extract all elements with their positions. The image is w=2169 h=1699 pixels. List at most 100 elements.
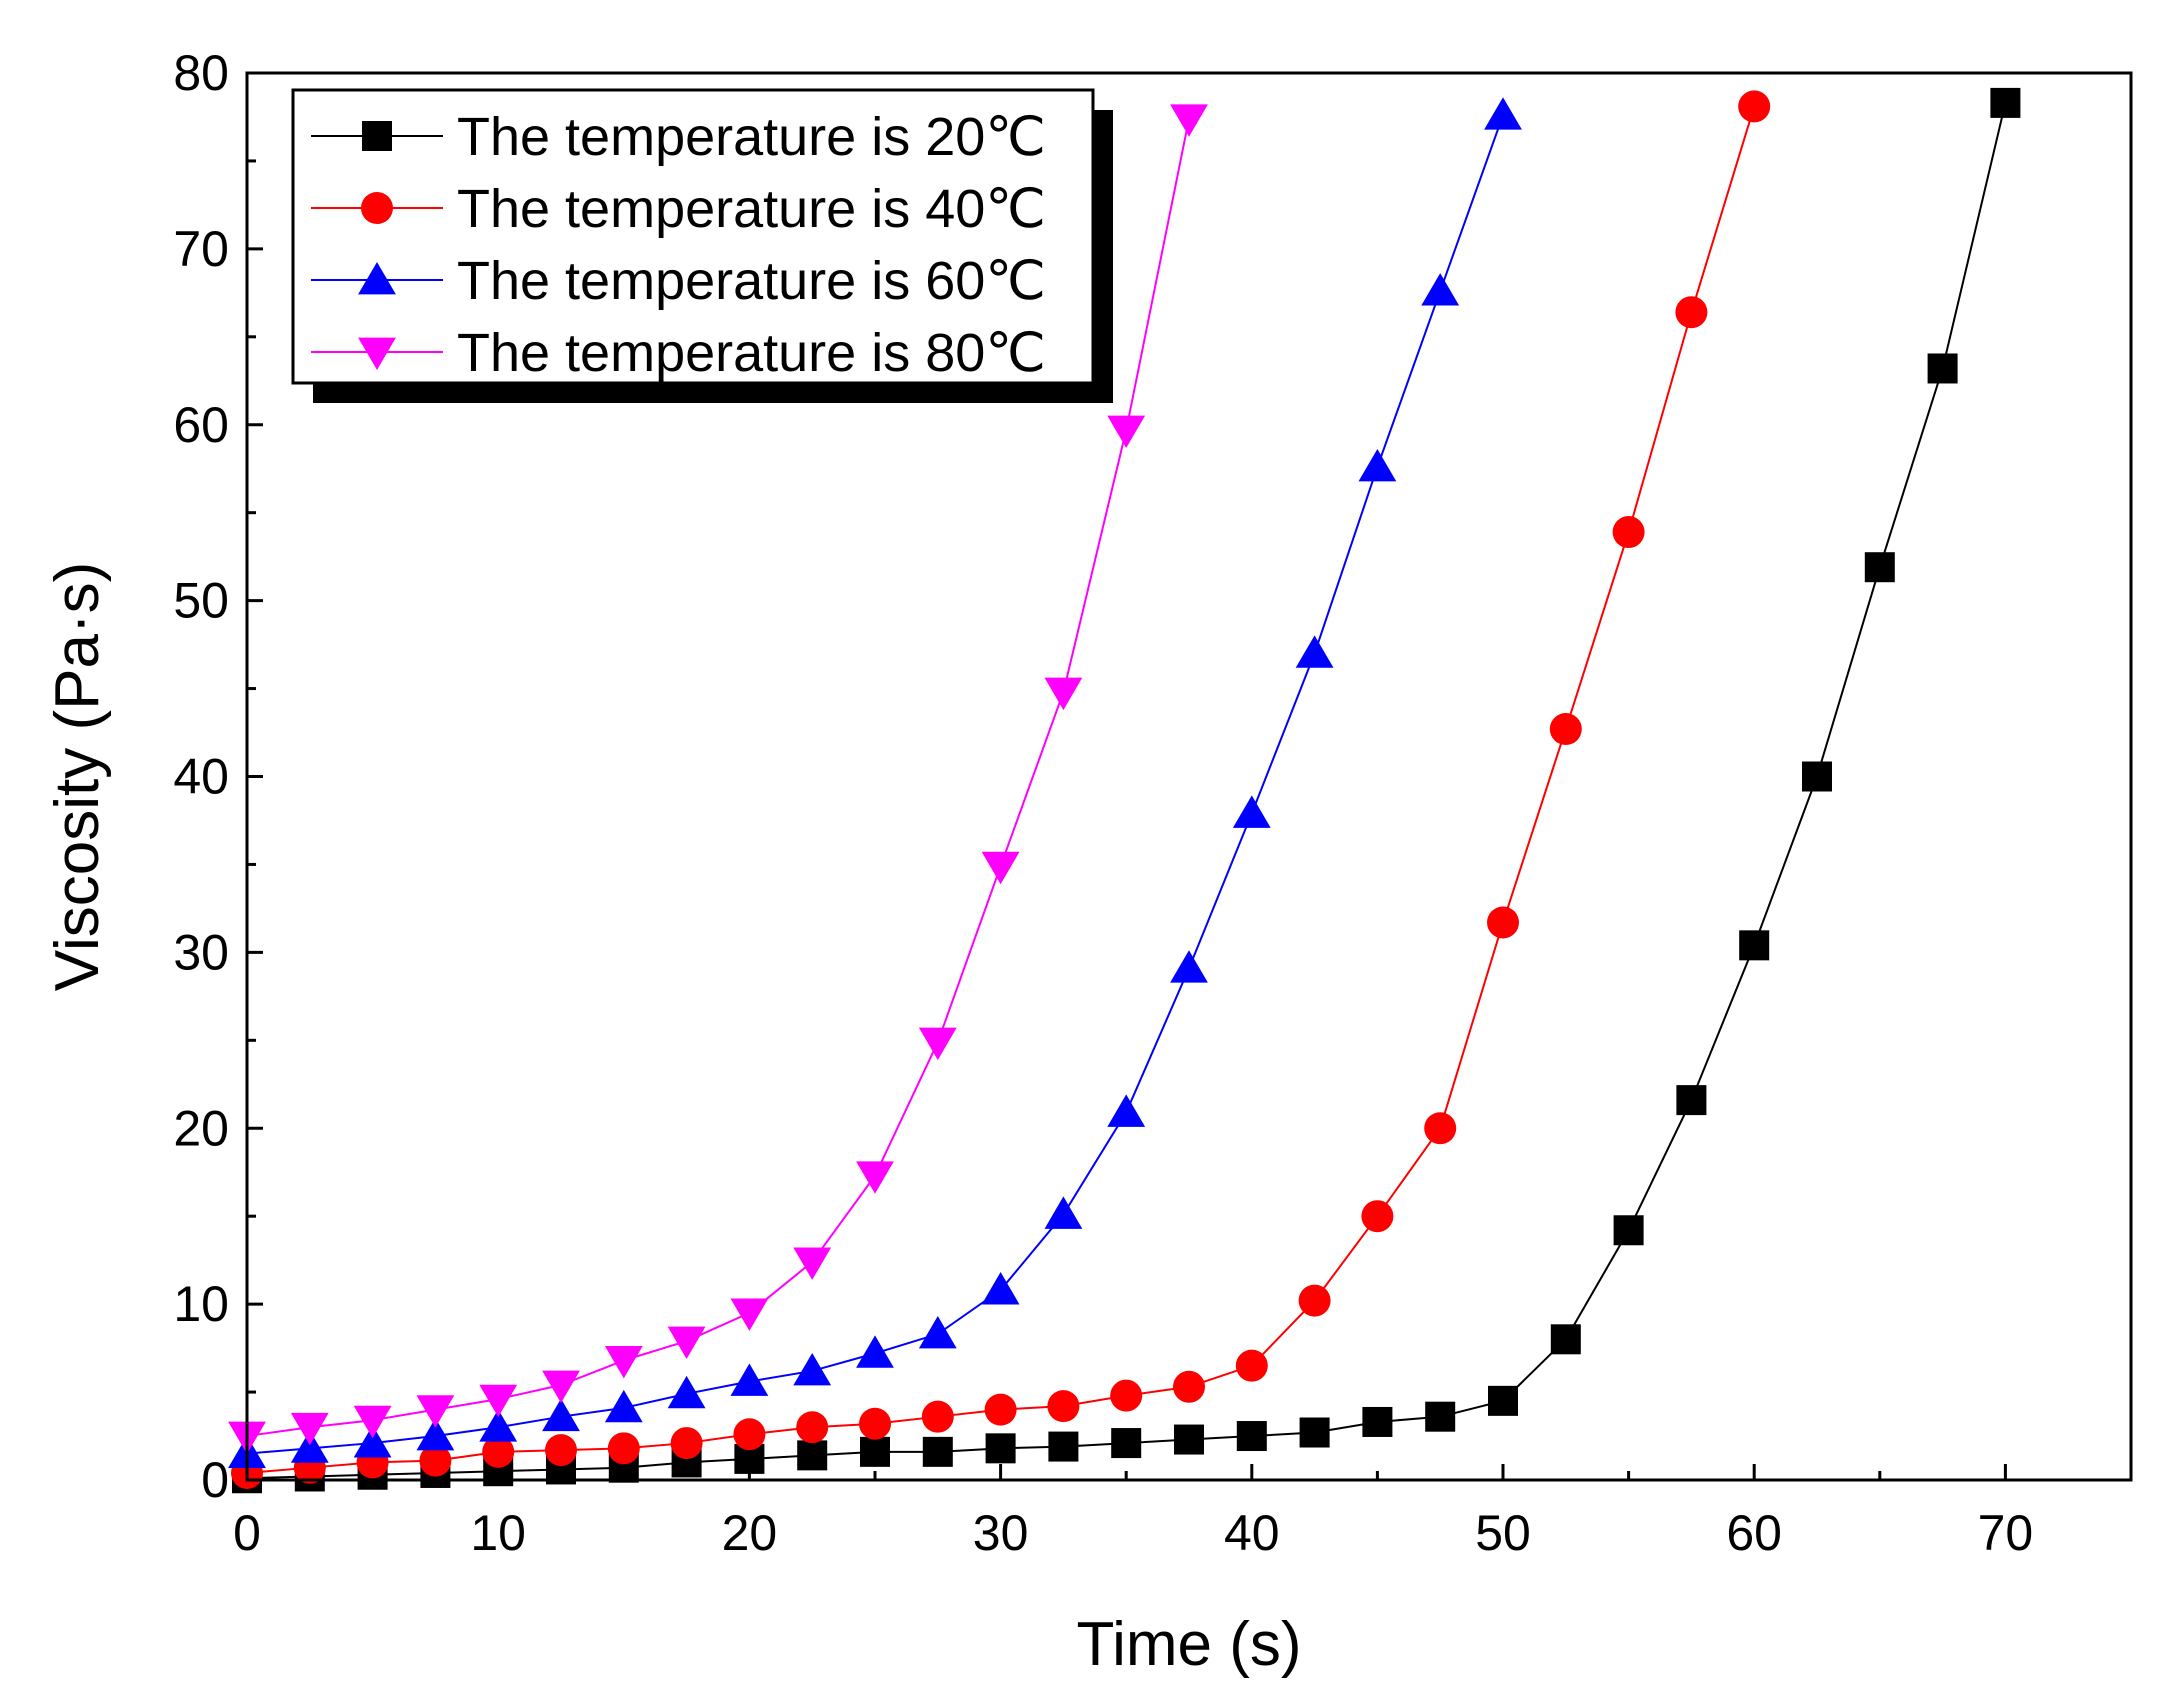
x-axis-title: Time (s) — [1077, 1610, 1302, 1679]
data-point — [1612, 516, 1645, 549]
series-3 — [228, 104, 1208, 1455]
data-point — [1549, 713, 1582, 746]
data-point — [1421, 273, 1460, 306]
legend-entry: The temperature is 60℃ — [311, 251, 1046, 311]
data-point — [542, 1370, 580, 1404]
data-point — [1864, 552, 1895, 583]
data-point — [416, 1395, 455, 1428]
data-point — [1170, 950, 1208, 983]
data-point — [1111, 1428, 1142, 1459]
data-point — [1927, 353, 1958, 384]
data-point — [918, 1316, 957, 1349]
data-point — [670, 1427, 703, 1460]
data-point — [918, 1027, 957, 1061]
legend-label: The temperature is 40℃ — [457, 179, 1046, 239]
legend-marker — [361, 192, 393, 224]
data-point — [1107, 1094, 1146, 1127]
data-point — [859, 1407, 891, 1440]
x-tick-label: 10 — [470, 1505, 526, 1561]
y-tick-label: 0 — [201, 1452, 229, 1508]
x-tick-labels: 0 10 20 30 40 50 60 70 — [233, 1505, 2033, 1561]
data-point — [730, 1363, 769, 1396]
data-point — [856, 1161, 894, 1194]
data-point — [1361, 1200, 1394, 1233]
data-point — [985, 1433, 1016, 1464]
data-point — [797, 1440, 828, 1471]
x-tick-label: 30 — [973, 1505, 1029, 1561]
x-tick-label: 70 — [1978, 1505, 2034, 1561]
x-tick-label: 40 — [1224, 1505, 1280, 1561]
data-point — [1550, 1324, 1581, 1355]
data-point — [981, 1272, 1020, 1305]
x-tick-label: 0 — [233, 1505, 261, 1561]
data-point — [1488, 1385, 1518, 1416]
data-point — [1802, 761, 1832, 792]
data-point — [1613, 1215, 1644, 1246]
data-point — [607, 1432, 640, 1465]
data-point — [1358, 448, 1397, 482]
data-point — [1299, 1417, 1330, 1448]
plot-series — [228, 87, 2021, 1494]
data-point — [1990, 87, 2021, 118]
data-point — [1362, 1406, 1393, 1437]
y-tick-label: 30 — [173, 924, 229, 980]
data-point — [733, 1418, 766, 1451]
legend-entry: The temperature is 80℃ — [311, 323, 1046, 383]
data-point — [1295, 635, 1334, 668]
data-point — [604, 1346, 643, 1379]
data-point — [416, 1418, 455, 1451]
y-tick-label: 10 — [173, 1276, 229, 1332]
y-tick-label: 40 — [173, 749, 229, 805]
data-point — [981, 851, 1020, 885]
data-point — [604, 1389, 643, 1423]
data-point — [1174, 1424, 1204, 1455]
data-point — [667, 1375, 706, 1409]
x-tick-label: 20 — [722, 1505, 778, 1561]
series-1 — [231, 90, 1771, 1489]
legend-marker — [358, 337, 396, 370]
legend-marker — [362, 121, 392, 151]
data-point — [353, 1405, 392, 1439]
data-point — [482, 1435, 515, 1468]
data-point — [545, 1434, 577, 1467]
data-point — [1739, 930, 1770, 961]
series-line — [246, 118, 1190, 1438]
data-point — [922, 1436, 953, 1467]
chart-legend: The temperature is 20℃ The temperature is… — [291, 88, 1113, 403]
y-tick-label: 80 — [173, 45, 229, 101]
data-point — [860, 1436, 890, 1467]
data-point — [290, 1412, 329, 1446]
y-tick-label: 60 — [173, 397, 229, 453]
y-tick-label: 70 — [173, 221, 229, 277]
data-point — [419, 1444, 452, 1477]
data-point — [793, 1352, 832, 1386]
data-point — [856, 1335, 894, 1368]
data-point — [1044, 677, 1083, 711]
data-point — [1487, 906, 1519, 939]
legend-marker — [358, 262, 396, 295]
data-point — [1110, 1379, 1143, 1412]
data-point — [1738, 90, 1771, 123]
x-tick-label: 50 — [1475, 1505, 1531, 1561]
data-point — [479, 1384, 518, 1418]
data-point — [796, 1411, 829, 1444]
series-2 — [228, 97, 1522, 1469]
legend-entry: The temperature is 40℃ — [311, 179, 1046, 239]
legend-label: The temperature is 60℃ — [457, 251, 1046, 311]
data-point — [793, 1247, 832, 1280]
x-tick-label: 60 — [1726, 1505, 1782, 1561]
data-point — [1232, 795, 1271, 828]
data-point — [353, 1425, 392, 1458]
data-point — [984, 1393, 1017, 1426]
y-axis-title: Viscosity (Pa·s) — [43, 562, 112, 992]
legend-label: The temperature is 80℃ — [457, 323, 1046, 383]
data-point — [1044, 1196, 1083, 1229]
y-tick-label: 20 — [173, 1100, 229, 1156]
data-point — [1298, 1284, 1331, 1317]
y-tick-labels: 0 10 20 30 40 50 60 70 80 — [173, 45, 229, 1508]
legend-box — [291, 88, 1095, 385]
data-point — [1047, 1390, 1080, 1423]
data-point — [290, 1430, 329, 1463]
data-point — [542, 1398, 580, 1432]
